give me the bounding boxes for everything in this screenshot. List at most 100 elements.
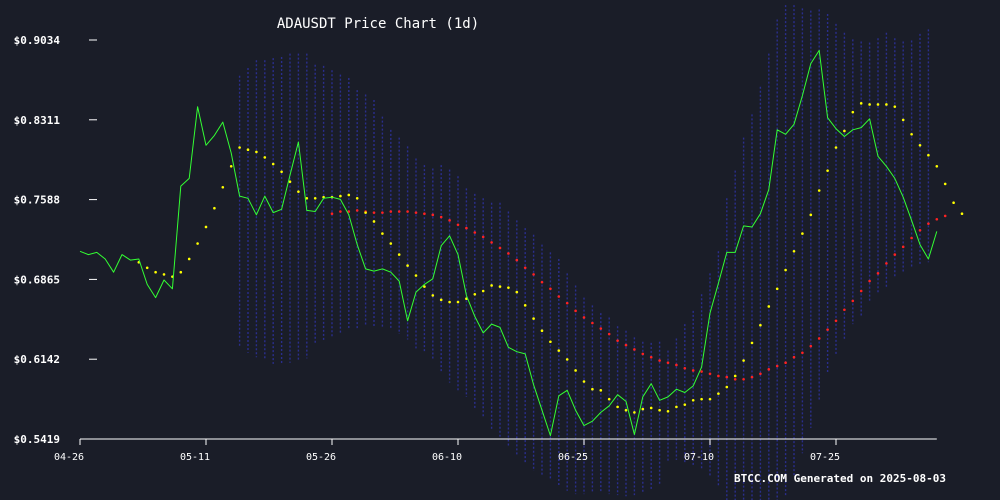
short-ma-point (481, 289, 485, 293)
footer-text: BTCC.COM Generated on 2025-08-03 (734, 472, 946, 485)
short-ma-point (271, 162, 275, 166)
short-ma-point (347, 193, 351, 197)
short-ma-point (179, 270, 183, 274)
long-ma-point (733, 377, 737, 381)
short-ma-point (145, 266, 149, 270)
long-ma-point (784, 361, 787, 365)
long-ma-point (532, 273, 535, 276)
long-ma-point (347, 210, 351, 213)
short-ma-point (616, 405, 619, 409)
short-ma-point (859, 102, 863, 105)
short-ma-point (876, 103, 880, 106)
long-ma-point (523, 266, 527, 270)
long-ma-point (515, 258, 519, 262)
long-ma-point (574, 309, 577, 313)
y-tick-label: $0.6865 (14, 273, 60, 286)
short-ma-point (507, 286, 510, 289)
short-ma-point (381, 232, 384, 235)
short-ma-point (574, 369, 577, 372)
long-ma-point (691, 369, 695, 372)
short-ma-point (515, 290, 519, 294)
short-ma-point (658, 408, 661, 412)
long-ma-point (708, 372, 712, 376)
long-ma-point (599, 327, 603, 330)
y-tick-label: $0.8311 (14, 114, 61, 127)
long-ma-point (557, 295, 561, 298)
short-ma-point (196, 242, 199, 245)
long-ma-point (868, 279, 871, 283)
x-tick-label: 06-25 (558, 452, 588, 463)
short-ma-point (582, 380, 586, 383)
long-ma-point (456, 223, 460, 227)
long-ma-point (633, 348, 636, 351)
x-tick-label: 07-10 (684, 452, 714, 463)
long-ma-point (591, 321, 594, 325)
long-ma-point (809, 344, 813, 348)
short-ma-point (759, 323, 762, 327)
short-ma-point (809, 213, 813, 217)
long-ma-point (893, 253, 897, 256)
short-ma-point (817, 189, 821, 192)
short-ma-point (406, 264, 409, 267)
long-ma-point (834, 319, 838, 323)
long-ma-point (901, 245, 905, 249)
short-ma-point (952, 201, 955, 204)
axes: $0.9034 $0.8311 $0.7588 $0.6865 $0.6142 $0.54… (14, 34, 937, 463)
short-ma-point (834, 146, 838, 149)
short-ma-point (397, 253, 401, 256)
short-ma-point (532, 317, 535, 320)
short-ma-point (288, 180, 292, 184)
short-ma-point (717, 392, 720, 395)
y-tick-label: $0.6142 (14, 353, 60, 366)
short-ma-point (784, 268, 787, 272)
short-ma-point (691, 398, 695, 402)
long-ma-point (473, 231, 477, 234)
long-ma-point (607, 332, 611, 336)
long-ma-point (414, 211, 418, 214)
short-ma-point (733, 374, 737, 378)
x-tick-label: 05-26 (306, 452, 336, 463)
short-ma-point (238, 146, 241, 149)
short-ma-point (423, 285, 426, 288)
y-tick-label: $0.9034 (14, 34, 61, 47)
short-ma-point (414, 274, 418, 277)
long-ma-point (381, 211, 384, 214)
short-ma-point (591, 387, 594, 391)
short-ma-point (901, 118, 905, 122)
short-ma-point (431, 294, 435, 297)
short-ma-point (439, 298, 443, 302)
y-tick-label: $0.7588 (14, 194, 60, 207)
y-tick-label: $0.5419 (14, 433, 60, 446)
long-ma-point (927, 222, 930, 225)
short-ma-point (775, 287, 779, 291)
short-ma-point (641, 407, 645, 411)
long-ma-point (507, 252, 510, 255)
long-ma-point (885, 262, 888, 265)
long-ma-point (498, 246, 502, 250)
long-ma-point (582, 316, 586, 319)
long-ma-point (465, 226, 468, 230)
short-ma-point (725, 385, 729, 389)
short-ma-point (255, 150, 258, 154)
long-ma-point (935, 217, 939, 221)
short-ma-point (943, 182, 947, 186)
short-ma-point (221, 185, 225, 189)
short-ma-point (708, 397, 712, 401)
short-ma-point (305, 196, 309, 200)
short-ma-point (389, 242, 393, 245)
short-ma-point (843, 129, 846, 133)
short-ma-point (154, 270, 157, 274)
short-ma-point (826, 169, 829, 172)
short-ma-point (801, 232, 804, 235)
short-ma-point (280, 170, 283, 174)
long-ma-point (397, 210, 401, 213)
short-ma-point (372, 220, 376, 223)
short-ma-point (263, 156, 267, 159)
short-ma-point (523, 304, 527, 307)
short-ma-point (683, 403, 687, 406)
short-ma-point (792, 249, 796, 253)
short-ma-point (213, 206, 216, 210)
long-ma-point (549, 287, 552, 291)
long-ma-point (330, 212, 334, 216)
